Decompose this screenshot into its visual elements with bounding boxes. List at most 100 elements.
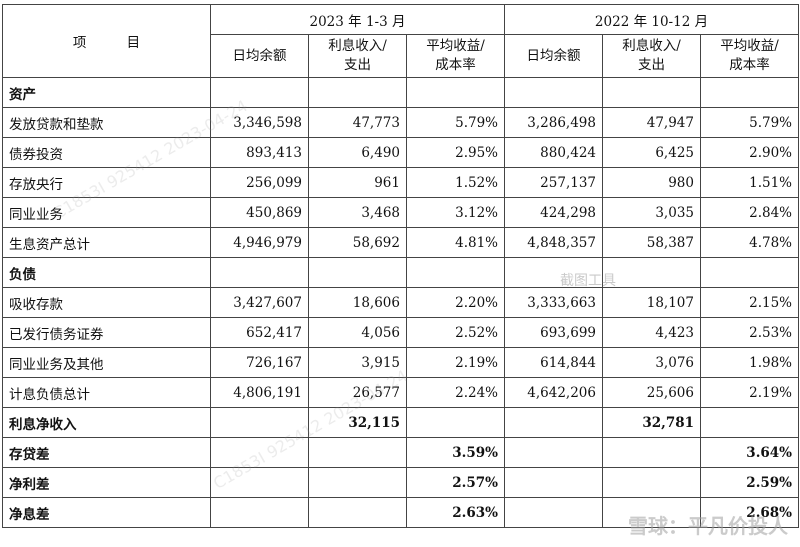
column-header: 利息收入/ 支出: [308, 34, 407, 78]
table-cell: 2.19%: [406, 347, 505, 378]
table-cell: 1.52%: [406, 167, 505, 198]
table-cell: 3.12%: [406, 197, 505, 228]
table-cell: 2.95%: [406, 137, 505, 168]
table-cell: [210, 467, 309, 498]
table-row: 同业业务及其他 726,167 3,915 2.19% 614,844 3,076 1.98…: [2, 347, 800, 378]
row-label: 存放央行: [2, 167, 211, 198]
table-cell: [504, 77, 603, 108]
table-cell: 3.64%: [699, 437, 800, 468]
table-cell: 3,035: [602, 197, 701, 228]
table-cell: 2.20%: [406, 287, 505, 318]
table-cell: 3,427,607: [210, 287, 309, 318]
table-cell: 18,606: [308, 287, 407, 318]
item-header: 项 目: [2, 4, 211, 78]
table-cell: [504, 437, 603, 468]
table-cell: 4.78%: [699, 227, 800, 258]
table-cell: 5.79%: [699, 107, 800, 138]
table-cell: 1.98%: [699, 347, 800, 378]
table-cell: 4,642,206: [504, 377, 603, 408]
table-cell: 2.90%: [699, 137, 800, 168]
table-cell: 3,915: [308, 347, 407, 378]
table-row: 资产: [2, 77, 800, 108]
table-cell: 257,137: [504, 167, 603, 198]
table-cell: 2.15%: [699, 287, 800, 318]
table-cell: 450,869: [210, 197, 309, 228]
table-cell: 26,577: [308, 377, 407, 408]
header-row-columns: 日均余额 利息收入/ 支出 平均收益/ 成本率 日均余额 利息收入/ 支出 平均收益/ 成…: [3, 34, 800, 78]
table-cell: 4,056: [308, 317, 407, 348]
table-cell: [602, 77, 701, 108]
row-label: 净息差: [2, 497, 211, 528]
table-cell: 2.19%: [699, 377, 800, 408]
row-label: 债券投资: [2, 137, 211, 168]
table-cell: 614,844: [504, 347, 603, 378]
table-cell: 3,286,498: [504, 107, 603, 138]
table-row: 存放央行 256,099 961 1.52% 257,137 980 1.51%: [2, 167, 800, 198]
table-cell: 6,425: [602, 137, 701, 168]
table-cell: 961: [308, 167, 407, 198]
table-cell: 32,781: [602, 407, 701, 438]
table-cell: [699, 407, 800, 438]
table-cell: 726,167: [210, 347, 309, 378]
table-cell: 25,606: [602, 377, 701, 408]
table-cell: [308, 257, 407, 288]
table-cell: 47,947: [602, 107, 701, 138]
table-cell: 2.68%: [699, 497, 800, 528]
period1-header: 2023 年 1-3 月: [210, 4, 505, 35]
table-cell: [308, 467, 407, 498]
table-cell: 3.59%: [406, 437, 505, 468]
table-row: 存贷差 3.59% 3.64%: [2, 437, 800, 468]
row-label: 存贷差: [2, 437, 211, 468]
table-cell: [406, 77, 505, 108]
table-cell: 4,806,191: [210, 377, 309, 408]
table-cell: 4,946,979: [210, 227, 309, 258]
table-cell: 6,490: [308, 137, 407, 168]
row-label: 同业业务及其他: [2, 347, 211, 378]
table-cell: [602, 257, 701, 288]
table-cell: 3,468: [308, 197, 407, 228]
row-label: 吸收存款: [2, 287, 211, 318]
table-cell: 4,848,357: [504, 227, 603, 258]
table-cell: 893,413: [210, 137, 309, 168]
table-row: 净息差 2.63% 2.68%: [2, 497, 800, 528]
interest-analysis-table: 项 目 2023 年 1-3 月 2022 年 10-12 月 日均余额 利息收入…: [2, 4, 800, 528]
row-label: 生息资产总计: [2, 227, 211, 258]
table-row: 净利差 2.57% 2.59%: [2, 467, 800, 498]
table-cell: [210, 257, 309, 288]
row-label: 发放贷款和垫款: [2, 107, 211, 138]
table-cell: 58,387: [602, 227, 701, 258]
row-label: 计息负债总计: [2, 377, 211, 408]
row-label: 负债: [2, 257, 211, 288]
table-cell: [308, 77, 407, 108]
table-row: 同业业务 450,869 3,468 3.12% 424,298 3,035 2.84%: [2, 197, 800, 228]
table-cell: 652,417: [210, 317, 309, 348]
table-cell: 2.84%: [699, 197, 800, 228]
table-cell: 256,099: [210, 167, 309, 198]
table-row: 负债: [2, 257, 800, 288]
table-cell: [699, 257, 800, 288]
table-cell: [210, 407, 309, 438]
row-label: 净利差: [2, 467, 211, 498]
table-row: 计息负债总计 4,806,191 26,577 2.24% 4,642,206 25,60…: [2, 377, 800, 408]
table-cell: [699, 77, 800, 108]
row-label: 同业业务: [2, 197, 211, 228]
table-cell: 2.24%: [406, 377, 505, 408]
table-cell: 3,346,598: [210, 107, 309, 138]
table-cell: 3,076: [602, 347, 701, 378]
table-cell: [602, 497, 701, 528]
column-header: 日均余额: [504, 34, 603, 78]
table-cell: 980: [602, 167, 701, 198]
column-header: 平均收益/ 成本率: [699, 34, 800, 78]
period2-header: 2022 年 10-12 月: [503, 4, 800, 35]
header-row-periods: 项 目 2023 年 1-3 月 2022 年 10-12 月: [2, 4, 800, 78]
table-cell: 2.57%: [406, 467, 505, 498]
table-cell: 32,115: [308, 407, 407, 438]
table-cell: [308, 437, 407, 468]
column-header: 日均余额: [210, 34, 309, 78]
column-header: 利息收入/ 支出: [602, 34, 701, 78]
row-label: 资产: [2, 77, 211, 108]
table-cell: [210, 497, 309, 528]
table-cell: [210, 77, 309, 108]
table-cell: [602, 467, 701, 498]
row-label: 已发行债务证券: [2, 317, 211, 348]
